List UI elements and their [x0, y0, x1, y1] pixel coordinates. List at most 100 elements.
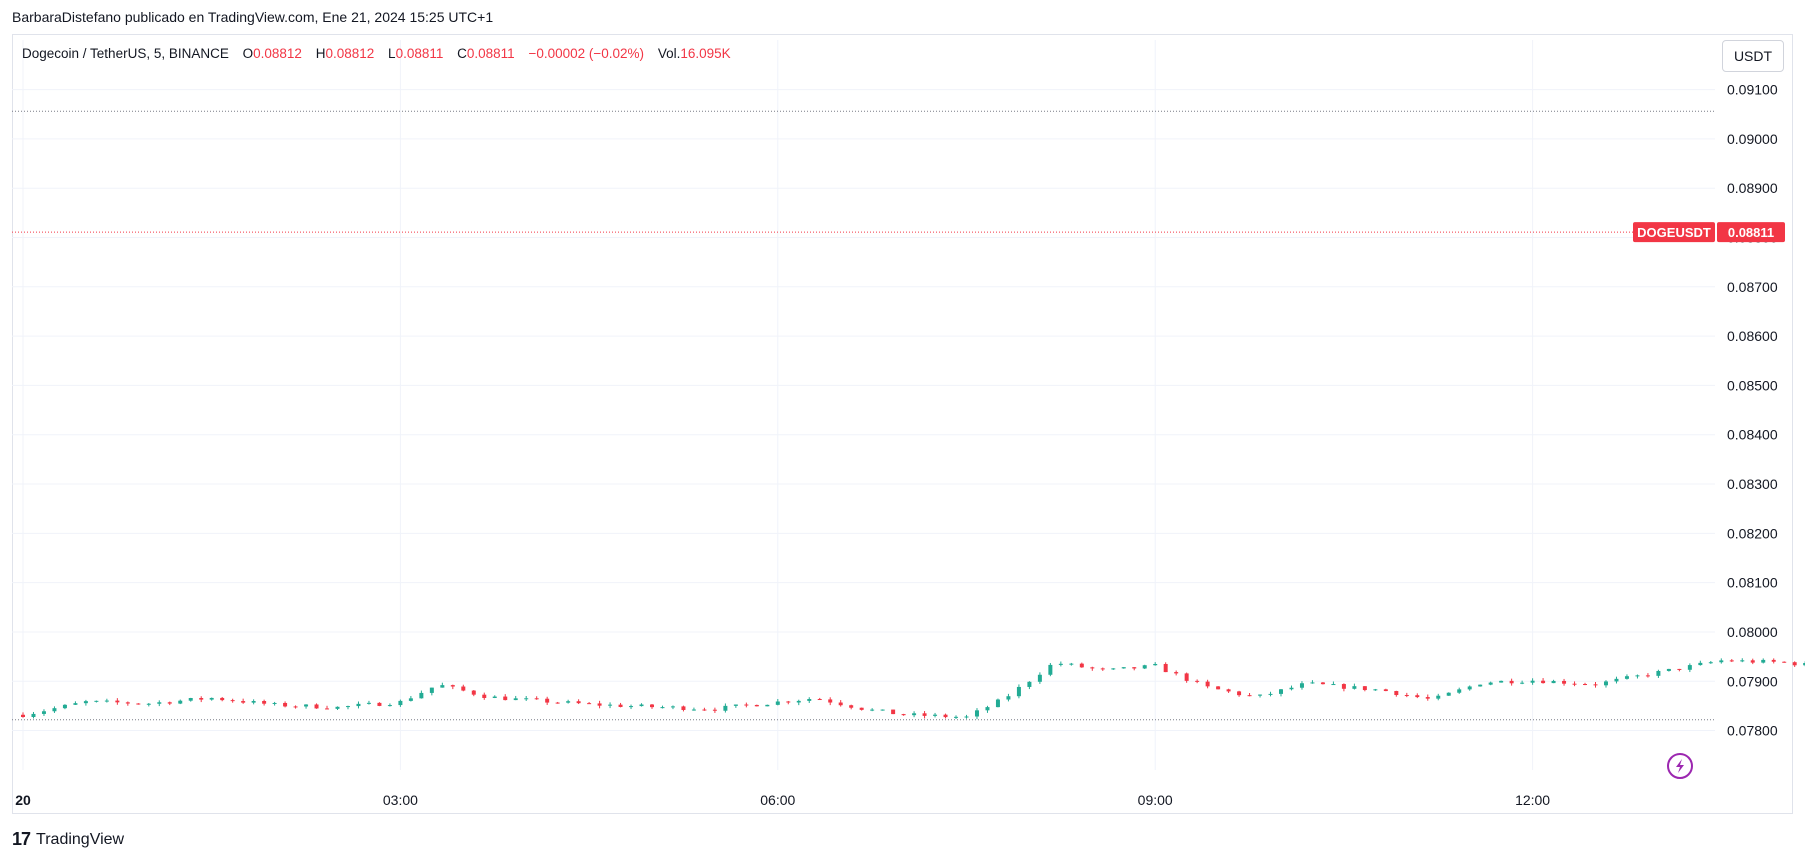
candle-body — [241, 701, 246, 703]
candle-body — [136, 703, 141, 705]
price-tick-label: 0.08900 — [1727, 180, 1778, 196]
candle-body — [1237, 691, 1242, 696]
candle-body — [209, 697, 214, 700]
candle-body — [471, 690, 476, 695]
candle-body — [1247, 695, 1252, 697]
candle-body — [1803, 662, 1805, 666]
candle-body — [1383, 689, 1388, 692]
candle-body — [985, 707, 990, 711]
candle-body — [188, 698, 193, 701]
symbol-title[interactable]: Dogecoin / TetherUS, 5, BINANCE — [22, 46, 229, 61]
chart-frame — [12, 34, 1793, 814]
last-price-tag: DOGEUSDT 0.08811 — [1633, 222, 1785, 243]
candle-body — [1562, 680, 1567, 684]
candle-body — [1635, 675, 1640, 677]
close-value: 0.08811 — [466, 46, 515, 61]
candle-body — [450, 685, 455, 687]
candle-body — [1572, 683, 1577, 685]
candle-body — [1656, 670, 1661, 676]
time-tick-label: 03:00 — [383, 792, 418, 808]
price-tick-label: 0.08100 — [1727, 575, 1778, 591]
candle-body — [1016, 686, 1021, 697]
candle-body — [859, 707, 864, 710]
candle-body — [1666, 668, 1671, 671]
candle-body — [1436, 695, 1441, 699]
candle-body — [1352, 686, 1357, 689]
lightning-icon[interactable] — [1667, 753, 1693, 779]
brand-name: TradingView — [36, 830, 125, 848]
candle-body — [870, 709, 875, 711]
candle-body — [1195, 680, 1200, 682]
candle-body — [283, 702, 288, 707]
candle-body — [1373, 689, 1378, 691]
price-tick-label: 0.08300 — [1727, 476, 1778, 492]
candle-body — [1624, 676, 1629, 679]
candle-body — [230, 700, 235, 702]
candle-body — [1740, 660, 1745, 662]
candle-body — [922, 713, 927, 716]
candle-body — [1362, 686, 1367, 691]
candle-body — [786, 701, 791, 703]
candle-body — [178, 700, 183, 704]
candle-body — [650, 704, 654, 708]
candle-body — [817, 699, 822, 701]
candle-body — [125, 702, 130, 704]
price-tick-label: 0.08700 — [1727, 279, 1778, 295]
candle-body — [1142, 665, 1147, 669]
candle-body — [167, 702, 172, 704]
time-tick-label: 20 — [15, 792, 31, 808]
candle-body — [513, 698, 518, 701]
candle-body — [1279, 689, 1283, 694]
candle-body — [744, 704, 749, 706]
candle-body — [1132, 667, 1137, 669]
open-value: 0.08812 — [253, 46, 302, 61]
candle-body — [1509, 680, 1514, 684]
candle-body — [545, 698, 550, 703]
candle-body — [1488, 682, 1493, 685]
candle-body — [1153, 663, 1158, 666]
candle-body — [440, 685, 445, 688]
volume-value: 16.095K — [680, 46, 731, 61]
candle-body — [356, 703, 361, 707]
candle-body — [1006, 696, 1011, 700]
candle-body — [1708, 662, 1713, 664]
candle-body — [639, 704, 644, 707]
candle-body — [1645, 675, 1650, 677]
candle-body — [534, 698, 539, 700]
currency-button[interactable]: USDT — [1722, 40, 1784, 72]
candle-body — [1216, 686, 1221, 690]
candle-body — [325, 708, 330, 710]
candle-body — [262, 701, 267, 704]
candle-body — [1467, 686, 1472, 690]
candle-body — [1331, 684, 1336, 686]
candle-body — [1603, 681, 1608, 686]
candle-body — [1792, 662, 1797, 666]
price-tick-label: 0.07900 — [1727, 673, 1778, 689]
candle-body — [912, 713, 917, 716]
candle-body — [1027, 681, 1032, 687]
candle-body — [807, 699, 812, 701]
candle-body — [293, 706, 298, 708]
candle-body — [1530, 680, 1535, 683]
candle-body — [1614, 678, 1619, 682]
candle-body — [21, 714, 25, 717]
tradingview-logo-icon: 17 — [12, 829, 31, 849]
price-tick-label: 0.08000 — [1727, 624, 1778, 640]
candle-body — [492, 696, 497, 698]
candle-body — [1761, 659, 1766, 663]
price-axis: 0.091000.090000.089000.088000.087000.086… — [1727, 82, 1778, 739]
candle-body — [1226, 689, 1231, 692]
candle-body — [503, 696, 508, 701]
candle-body — [220, 697, 225, 701]
candle-body — [629, 706, 634, 708]
candle-body — [94, 700, 99, 702]
candle-body — [1446, 692, 1451, 696]
candle-body — [587, 703, 592, 705]
footer-brand[interactable]: 17 TradingView — [12, 829, 124, 850]
candle-body — [1583, 684, 1588, 686]
candle-body — [1729, 660, 1734, 662]
candle-body — [618, 704, 623, 707]
price-tag-box — [1717, 222, 1785, 243]
candle-body — [1069, 663, 1074, 665]
